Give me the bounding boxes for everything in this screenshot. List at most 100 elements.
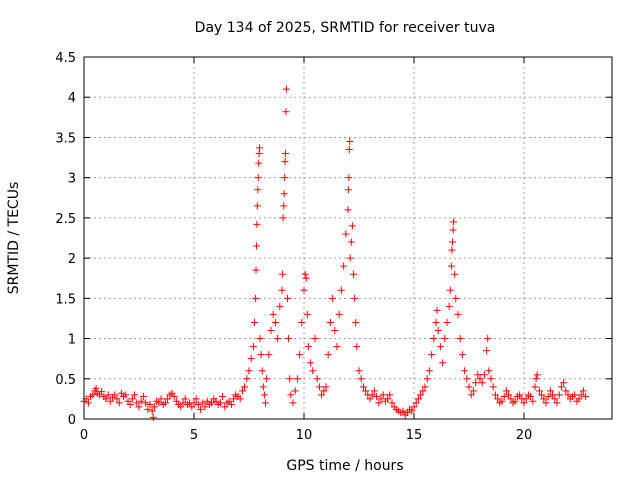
data-point [252, 242, 260, 250]
data-point [564, 391, 572, 399]
data-point [282, 85, 290, 93]
data-point [98, 388, 106, 396]
data-point [89, 391, 97, 399]
data-point [366, 395, 374, 403]
data-point [351, 294, 359, 302]
data-point [502, 387, 510, 395]
data-point [260, 391, 268, 399]
data-point [443, 318, 451, 326]
data-point [221, 403, 229, 411]
x-tick-label: 0 [80, 428, 88, 443]
y-tick-label: 3.5 [55, 131, 76, 146]
data-point [384, 395, 392, 403]
data-point [192, 395, 200, 403]
data-point [199, 399, 207, 407]
data-point [181, 395, 189, 403]
data-point [259, 383, 267, 391]
data-point [555, 391, 563, 399]
data-point [582, 392, 590, 400]
data-point [253, 202, 261, 210]
data-point [441, 335, 449, 343]
data-point [301, 270, 309, 278]
data-point [449, 226, 457, 234]
data-point [287, 391, 295, 399]
data-point [219, 392, 227, 400]
data-point [449, 238, 456, 246]
data-point [291, 387, 299, 395]
data-point [430, 335, 438, 343]
data-point [304, 343, 312, 351]
data-point [298, 318, 306, 326]
data-point [458, 351, 466, 359]
data-point [161, 399, 169, 407]
data-point [557, 383, 565, 391]
data-point [342, 230, 350, 238]
data-point [269, 310, 277, 318]
data-point [368, 391, 376, 399]
data-point [256, 144, 264, 152]
data-point [170, 392, 178, 400]
data-point [370, 387, 378, 395]
data-point [284, 294, 291, 302]
data-point [322, 383, 330, 391]
data-point [300, 286, 308, 294]
data-point [296, 351, 304, 359]
data-point [484, 335, 492, 343]
data-point [255, 159, 263, 167]
axis-ticks: 0 0.5 1 1.5 2 2.5 3 3.5 4 4.5 0 5 10 15 20 [55, 51, 612, 443]
data-point [527, 392, 535, 400]
data-point [359, 383, 367, 391]
data-points [80, 85, 590, 421]
data-point [331, 327, 339, 335]
data-point [311, 335, 319, 343]
data-point [450, 218, 458, 226]
data-point [282, 108, 290, 116]
data-point [412, 399, 420, 407]
data-point [571, 391, 579, 399]
data-point [485, 367, 493, 375]
data-point [265, 351, 273, 359]
data-point [150, 403, 158, 411]
data-point [540, 395, 548, 403]
data-point [241, 383, 249, 391]
data-point [362, 387, 370, 395]
data-point [238, 387, 246, 395]
data-point [465, 383, 473, 391]
data-point [476, 375, 484, 383]
data-point [146, 401, 154, 409]
data-point [257, 351, 265, 359]
data-point [320, 387, 328, 395]
y-tick-label: 0.5 [55, 373, 76, 388]
data-point [344, 206, 352, 214]
data-point [243, 375, 251, 383]
data-point [307, 359, 315, 367]
data-point [302, 274, 310, 282]
data-point [139, 392, 147, 400]
data-point [289, 399, 297, 407]
data-point [340, 262, 348, 270]
data-point [201, 403, 209, 411]
data-point [483, 347, 491, 355]
data-point [115, 399, 123, 407]
data-point [216, 399, 224, 407]
data-point [487, 375, 495, 383]
data-point [553, 399, 561, 407]
data-point [489, 383, 497, 391]
data-point [463, 375, 471, 383]
data-point [461, 367, 469, 375]
data-point [348, 222, 356, 230]
data-point [410, 403, 418, 411]
grid-lines [84, 57, 612, 419]
data-point [546, 387, 554, 395]
y-tick-label: 0 [68, 413, 76, 428]
data-point [281, 174, 289, 182]
data-point [511, 397, 519, 405]
data-point [375, 399, 383, 407]
data-point [352, 318, 360, 326]
data-point [377, 395, 385, 403]
data-point [303, 310, 311, 318]
data-point [252, 294, 260, 302]
y-tick-label: 1 [68, 333, 76, 348]
data-point [102, 395, 110, 403]
data-point [414, 395, 422, 403]
